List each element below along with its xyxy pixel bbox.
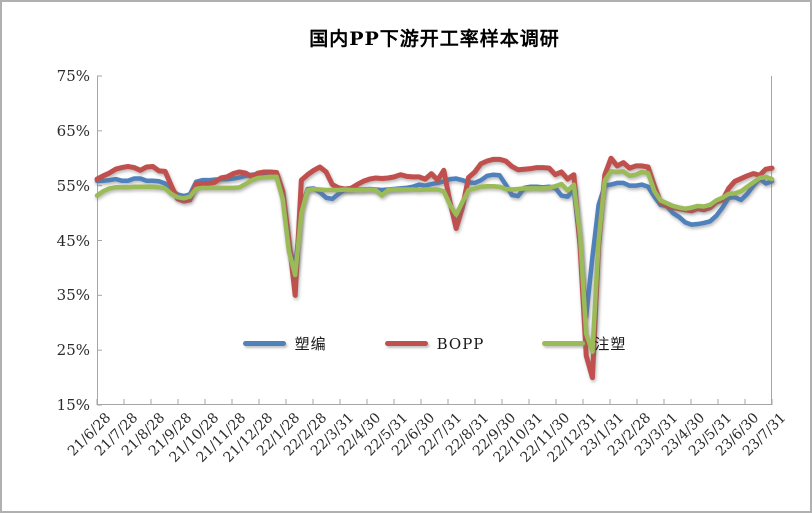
plot-area: [94, 75, 775, 406]
legend-item-塑编: 塑编: [242, 333, 327, 354]
y-axis-label: 55%: [56, 176, 90, 195]
y-axis-label: 75%: [56, 67, 90, 85]
y-axis-label: 35%: [56, 286, 90, 305]
legend-item-BOPP: BOPP: [384, 334, 485, 353]
legend-swatch-注塑: [542, 341, 586, 346]
legend-swatch-塑编: [242, 341, 286, 346]
y-axis-label: 15%: [56, 396, 90, 414]
chart-title: 国内PP下游开工率样本调研: [309, 28, 560, 50]
legend-label: BOPP: [436, 334, 485, 353]
legend-label: 注塑: [594, 335, 627, 353]
series-line-塑编: [94, 171, 775, 319]
legend-swatch-BOPP: [384, 341, 428, 346]
legend-label: 塑编: [294, 335, 327, 353]
series-line-注塑: [94, 169, 775, 355]
y-axis-label: 45%: [56, 231, 90, 250]
y-axis-label: 25%: [56, 341, 90, 360]
legend-item-注塑: 注塑: [542, 333, 626, 354]
y-axis-label: 65%: [56, 121, 90, 140]
legend: 塑编 BOPP 注塑: [97, 333, 772, 354]
